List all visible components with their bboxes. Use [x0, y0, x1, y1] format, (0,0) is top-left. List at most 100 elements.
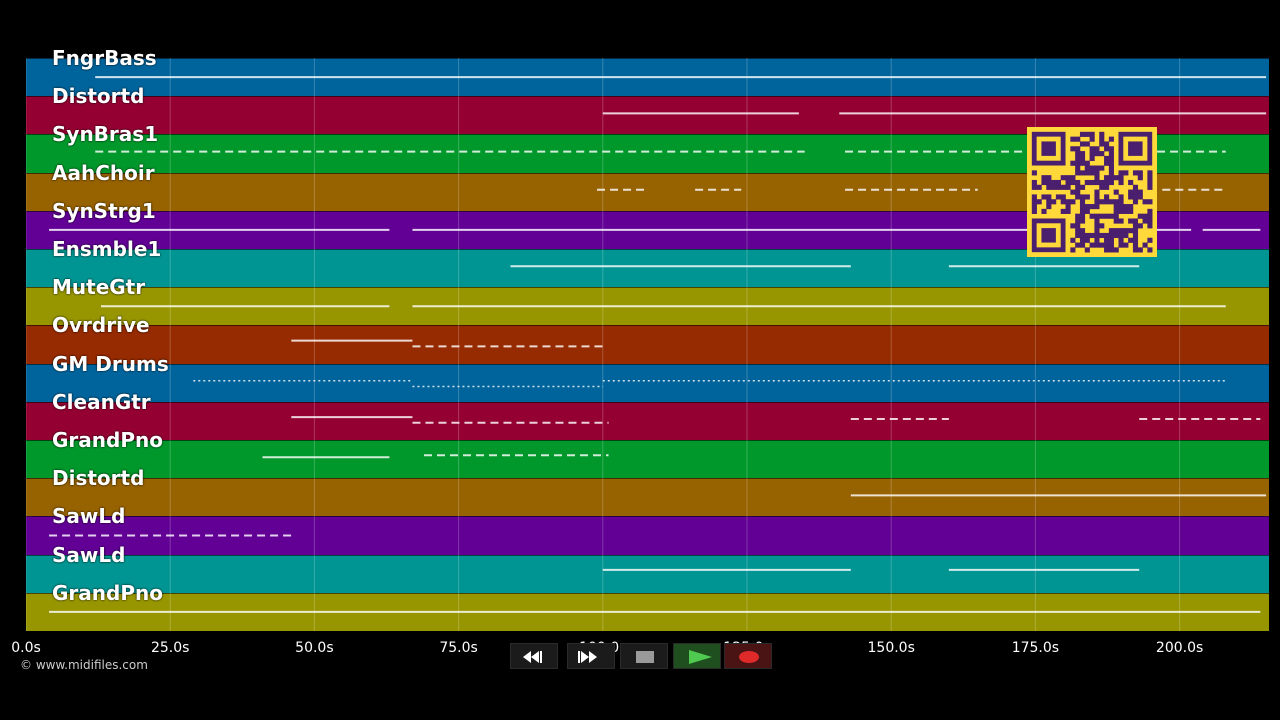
qr-module — [1132, 199, 1139, 205]
qr-module — [1075, 189, 1081, 195]
qr-module — [1089, 131, 1095, 137]
qr-module — [1075, 160, 1081, 166]
qr-module — [1084, 194, 1090, 200]
qr-module — [1070, 247, 1076, 253]
qr-module — [1104, 179, 1110, 186]
qr-module — [1079, 199, 1086, 205]
qr-module — [1108, 160, 1114, 166]
qr-module — [1104, 160, 1110, 166]
qr-module — [1084, 179, 1090, 186]
qr-module — [1128, 179, 1134, 186]
qr-module — [1108, 199, 1114, 205]
qr-module — [1128, 204, 1134, 210]
qr-module — [1060, 175, 1066, 181]
qr-module — [1084, 160, 1090, 166]
qr-module — [1147, 208, 1153, 214]
qr-module — [1084, 131, 1090, 137]
qr-module — [1113, 218, 1119, 224]
qr-module — [1051, 179, 1057, 186]
qr-module — [1132, 223, 1139, 229]
track-label: Ensmble1 — [52, 237, 162, 261]
qr-module — [1094, 237, 1100, 243]
qr-module — [1147, 213, 1153, 219]
qr-module — [1089, 232, 1095, 239]
stop-button[interactable] — [620, 643, 668, 669]
qr-module — [1079, 237, 1086, 243]
qr-module — [1079, 184, 1086, 190]
transport-controls — [510, 643, 772, 669]
qr-module — [1046, 199, 1052, 205]
time-tick-label: 75.0s — [439, 640, 478, 656]
qr-module — [1113, 228, 1119, 234]
qr-module — [1104, 247, 1110, 253]
qr-module — [1094, 223, 1100, 229]
qr-module — [1094, 194, 1100, 200]
qr-module — [1075, 151, 1081, 157]
track-lane — [26, 363, 1269, 402]
rewind-button[interactable] — [510, 643, 558, 669]
track-lane — [26, 554, 1269, 593]
record-icon — [739, 651, 759, 663]
time-tick-label: 150.0s — [867, 640, 915, 656]
track-label: CleanGtr — [52, 389, 151, 414]
record-button[interactable] — [724, 643, 772, 669]
track-label: Distortd — [52, 84, 145, 109]
qr-module — [1070, 179, 1076, 186]
qr-module — [1142, 242, 1148, 248]
qr-module — [1070, 189, 1076, 195]
qr-module — [1099, 242, 1105, 248]
qr-module — [1089, 170, 1095, 176]
qr-module — [1031, 184, 1037, 190]
qr-module — [1137, 189, 1143, 195]
qr-module — [1041, 175, 1047, 181]
qr-module — [1084, 170, 1090, 176]
qr-module — [1094, 228, 1100, 234]
qr-module — [1147, 223, 1153, 229]
qr-module — [1041, 208, 1047, 214]
qr-module — [1060, 184, 1066, 190]
qr-module — [1084, 247, 1090, 253]
track-lane — [26, 440, 1269, 479]
qr-module — [1051, 199, 1057, 205]
qr-module — [1108, 247, 1114, 253]
qr-module — [1113, 232, 1119, 239]
qr-module — [1132, 232, 1139, 239]
qr-module — [1089, 179, 1095, 186]
track-lane — [26, 325, 1269, 364]
qr-module — [1132, 189, 1139, 195]
qr-module — [1113, 199, 1119, 205]
track-lane — [26, 401, 1269, 440]
qr-module — [1046, 184, 1052, 190]
qr-module — [1123, 232, 1129, 239]
qr-module — [1142, 199, 1148, 205]
qr-module — [1104, 232, 1110, 239]
track-label: MuteGtr — [52, 275, 146, 300]
qr-module — [1094, 232, 1100, 239]
qr-module — [1147, 199, 1153, 205]
qr-module — [1099, 141, 1105, 147]
qr-module — [1094, 170, 1100, 176]
qr-module — [1104, 242, 1110, 248]
qr-module — [1099, 184, 1105, 190]
qr-module — [1099, 151, 1105, 157]
qr-module — [1104, 146, 1110, 152]
qr-code-icon[interactable] — [1027, 127, 1157, 257]
qr-module — [1118, 179, 1124, 186]
qr-module — [1079, 151, 1086, 157]
qr-module — [1031, 208, 1037, 214]
qr-module — [1031, 199, 1037, 205]
qr-module — [1055, 179, 1062, 186]
stop-icon — [636, 651, 654, 663]
qr-module — [1132, 218, 1139, 224]
qr-module — [1108, 146, 1114, 152]
qr-module — [1046, 175, 1052, 181]
qr-module — [1070, 199, 1076, 205]
fast-forward-button[interactable] — [567, 643, 615, 669]
qr-module — [1147, 237, 1153, 243]
time-tick-label: 200.0s — [1155, 640, 1204, 656]
play-icon — [689, 650, 712, 664]
qr-module — [1147, 247, 1153, 253]
play-button[interactable] — [673, 643, 721, 669]
qr-module — [1075, 165, 1081, 171]
qr-module — [1075, 242, 1081, 248]
